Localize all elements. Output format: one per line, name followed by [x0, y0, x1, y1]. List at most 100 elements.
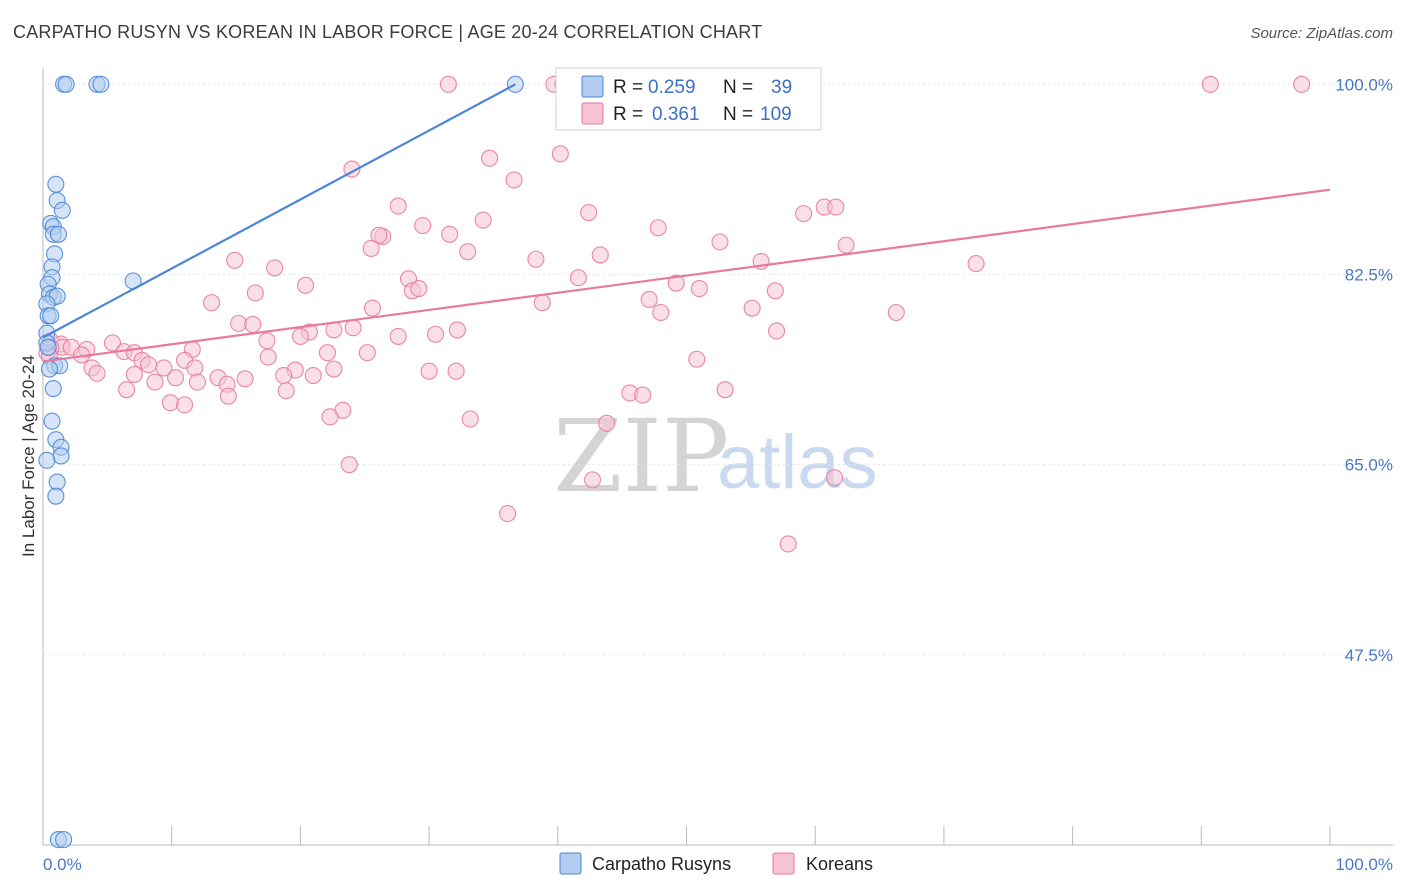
korean-point	[258, 332, 276, 350]
korean-point	[649, 219, 667, 237]
korean-point	[296, 276, 315, 294]
legend-bottom: Carpatho Rusyns Koreans	[559, 852, 873, 875]
korean-point	[321, 408, 339, 426]
korean-point	[825, 469, 844, 487]
source-label: Source: ZipAtlas.com	[1250, 25, 1393, 42]
gridlines	[43, 83, 1393, 656]
carpatho-rusyn-trend-line	[42, 83, 516, 339]
korean-point	[569, 269, 587, 287]
korean-point	[167, 369, 185, 387]
korean-point	[125, 365, 143, 384]
korean-point	[139, 356, 158, 374]
korean-point	[118, 381, 136, 399]
legend-r-label-1: R =	[613, 77, 643, 98]
carpatho-rusyn-point	[47, 175, 65, 193]
korean-points	[38, 75, 1311, 553]
korean-point	[533, 294, 551, 312]
korean-point	[226, 251, 244, 269]
korean-point	[795, 205, 813, 223]
korean-point	[768, 322, 786, 340]
korean-point	[236, 370, 254, 388]
korean-point	[474, 211, 492, 229]
legend-r-value-1: 0.259	[648, 77, 696, 98]
trend-lines	[42, 83, 1331, 363]
korean-point	[459, 243, 477, 261]
bottom-legend-swatch-blue	[559, 852, 582, 875]
korean-point	[358, 344, 376, 362]
korean-point	[230, 314, 248, 332]
korean-point	[188, 373, 206, 391]
korean-point	[779, 535, 797, 553]
legend-r-value-2: 0.361	[652, 104, 700, 125]
x-tick-label-max: 100.0%	[1335, 855, 1393, 874]
x-tick-label-min: 0.0%	[43, 855, 82, 874]
korean-point	[583, 471, 602, 489]
korean-point	[414, 217, 432, 235]
legend-n-value-1: 39	[771, 77, 792, 98]
korean-point	[186, 359, 204, 377]
korean-point	[481, 149, 499, 167]
korean-point	[441, 225, 459, 243]
carpatho-rusyn-point	[43, 412, 61, 430]
korean-point	[420, 362, 438, 380]
bottom-legend-label-koreans: Koreans	[806, 854, 873, 874]
korean-point	[275, 366, 293, 385]
y-tick-label: 65.0%	[1345, 456, 1393, 475]
korean-point	[447, 362, 465, 380]
korean-point	[711, 233, 729, 251]
korean-point	[634, 386, 652, 404]
korean-point	[527, 250, 545, 268]
korean-point	[551, 145, 569, 163]
legend-n-value-2: 109	[760, 104, 792, 125]
korean-point	[887, 303, 905, 322]
carpatho-rusyn-point	[49, 225, 67, 243]
korean-point	[88, 364, 106, 382]
korean-point	[103, 334, 122, 352]
korean-point	[389, 327, 407, 345]
korean-point	[155, 359, 173, 377]
korean-point	[363, 299, 382, 317]
x-axis-ticks	[42, 826, 1331, 845]
carpatho-rusyn-point	[39, 338, 57, 356]
korean-point	[161, 394, 179, 412]
korean-point	[246, 284, 264, 302]
korean-point	[1201, 75, 1219, 93]
watermark-atlas: atlas	[717, 420, 878, 505]
korean-point	[146, 373, 164, 391]
korean-point	[652, 303, 670, 322]
legend-r-label-2: R =	[613, 104, 643, 125]
korean-point	[439, 75, 457, 93]
korean-point	[426, 325, 445, 343]
legend-n-label-1: N =	[723, 77, 753, 98]
carpatho-rusyn-point	[57, 75, 75, 93]
korean-point	[389, 197, 407, 215]
korean-point	[499, 505, 517, 523]
carpatho-rusyn-point	[53, 201, 71, 219]
korean-point	[219, 387, 237, 405]
korean-point	[598, 414, 616, 432]
y-axis-tick-labels: 47.5% 65.0% 82.5% 100.0%	[1335, 75, 1393, 665]
korean-point	[340, 456, 358, 474]
carpatho-rusyn-point	[48, 473, 66, 491]
carpatho-rusyn-point	[40, 360, 58, 378]
carpatho-rusyn-point	[55, 831, 73, 849]
korean-point	[667, 274, 685, 292]
korean-point	[259, 348, 277, 366]
legend-swatch-pink	[581, 102, 604, 125]
korean-trend-line	[42, 188, 1331, 363]
carpatho-rusyn-point	[42, 307, 60, 325]
korean-point	[716, 381, 734, 399]
korean-point	[410, 280, 428, 298]
carpatho-rusyn-point	[52, 447, 70, 465]
korean-point	[318, 344, 336, 362]
korean-point	[505, 171, 523, 189]
korean-point	[580, 203, 598, 222]
korean-point	[362, 239, 380, 257]
bottom-legend-swatch-pink	[772, 852, 795, 875]
korean-point	[743, 299, 761, 317]
watermark-zip: ZIP	[553, 398, 729, 515]
korean-point	[967, 255, 985, 273]
carpatho-rusyn-points	[38, 75, 524, 849]
y-tick-label: 82.5%	[1345, 265, 1393, 284]
korean-point	[688, 350, 706, 368]
